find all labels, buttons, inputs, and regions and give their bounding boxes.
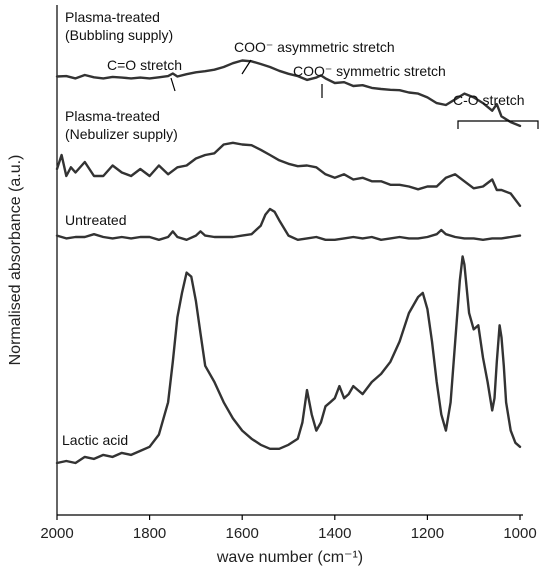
annotation-coo-asym-pointer xyxy=(241,59,252,75)
x-tick-label-group: 2000 1800 1600 1400 1200 1000 xyxy=(40,525,536,542)
series-group xyxy=(55,59,522,465)
series-label-plasma-treated-bubbling-supply-line-2: (Bubbling supply) xyxy=(65,27,173,43)
series-label-plasma-treated-nebulizer-supply-line-1: Plasma-treated xyxy=(65,108,160,124)
annotation-coo-sym-text: COO⁻ symmetric stretch xyxy=(293,63,446,79)
x-tick-label-1000: 1000 xyxy=(503,525,536,542)
series-label-plasma-treated-nebulizer-supply-line-2: (Nebulizer supply) xyxy=(65,126,178,142)
annotation-coo-sym: COO⁻ symmetric stretch xyxy=(293,63,446,98)
y-axis-title: Normalised absorbance (a.u.) xyxy=(7,155,24,366)
axes xyxy=(56,5,523,516)
series-line-untreated xyxy=(55,207,522,241)
x-tick-group xyxy=(56,515,521,520)
series-label-group: Plasma-treated (Bubbling supply) Plasma-tr… xyxy=(62,9,178,448)
x-tick-label-1800: 1800 xyxy=(133,525,166,542)
series-label-plasma-treated-bubbling-supply-line-1: Plasma-treated xyxy=(65,9,160,25)
series-line-lactic-acid xyxy=(55,255,522,465)
x-axis-title: wave number (cm⁻¹) xyxy=(216,549,363,566)
annotation-c-o-stretch-text: C-O stretch xyxy=(453,92,525,108)
series-label-lactic-acid-line-1: Lactic acid xyxy=(62,432,128,448)
x-tick-label-2000: 2000 xyxy=(40,525,73,542)
annotation-co-stretch-pointer xyxy=(170,77,176,92)
annotation-coo-asym: COO⁻ asymmetric stretch xyxy=(234,39,395,75)
annotation-c-o-stretch-bracket xyxy=(457,120,539,129)
x-tick-label-1400: 1400 xyxy=(318,525,351,542)
annotation-co-stretch: C=O stretch xyxy=(107,57,182,92)
annotation-c-o-stretch: C-O stretch xyxy=(453,92,539,129)
annotation-coo-asym-text: COO⁻ asymmetric stretch xyxy=(234,39,395,55)
series-label-untreated-line-1: Untreated xyxy=(65,212,126,228)
series-line-plasma-treated-nebulizer-supply xyxy=(55,141,522,207)
x-tick-label-1600: 1600 xyxy=(226,525,259,542)
series-line-plasma-treated-bubbling-supply xyxy=(55,59,522,128)
annotation-co-stretch-text: C=O stretch xyxy=(107,57,182,73)
x-tick-label-1200: 1200 xyxy=(411,525,444,542)
